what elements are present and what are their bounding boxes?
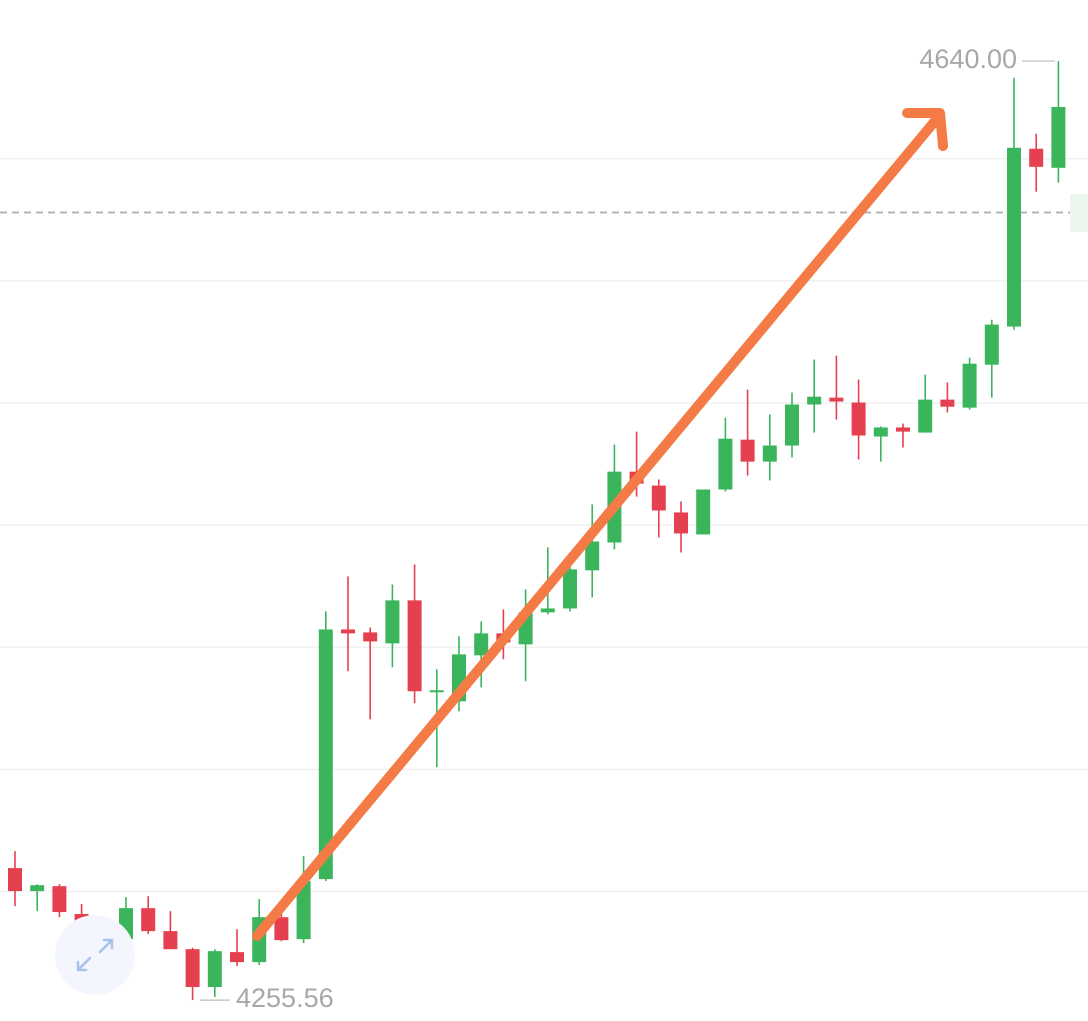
- candle-body: [651, 485, 666, 511]
- candle-body: [1007, 147, 1021, 327]
- candle-body: [207, 951, 222, 988]
- candle-body: [385, 600, 400, 644]
- candle-body: [141, 908, 156, 932]
- candle-body: [918, 399, 933, 433]
- arrow-head: [902, 108, 948, 151]
- candle-body: [762, 445, 777, 462]
- zoom-button-bg: [55, 915, 135, 995]
- candle-body: [851, 402, 866, 436]
- candle-body: [296, 881, 311, 940]
- candle-body: [984, 324, 999, 365]
- candle-body: [363, 632, 378, 642]
- labels: 4640.00 4255.56: [200, 44, 1055, 1013]
- candle-body: [829, 397, 844, 402]
- zoom-icon: [76, 938, 114, 972]
- candle-body: [163, 931, 178, 950]
- grid: [0, 158, 1088, 893]
- candle-body: [540, 608, 555, 613]
- candle-body: [696, 489, 711, 535]
- candle-body: [873, 427, 888, 437]
- candle-body: [940, 399, 955, 407]
- candle-body: [30, 885, 45, 892]
- price-tag: [1070, 194, 1088, 232]
- candle-body: [407, 600, 422, 692]
- min-label: 4255.56: [236, 983, 334, 1013]
- candle-body: [185, 949, 200, 988]
- candle-body: [674, 512, 688, 534]
- candle-body: [1051, 106, 1066, 168]
- candle-body: [563, 569, 577, 609]
- candle-body: [318, 629, 333, 880]
- arrow-shaft: [252, 110, 945, 941]
- candle-body: [341, 629, 355, 634]
- candle-body: [230, 952, 244, 963]
- candle-body: [52, 886, 67, 913]
- candle-body: [474, 633, 489, 656]
- candle-body: [807, 396, 822, 405]
- candle-body: [585, 541, 600, 571]
- trend-arrow: [252, 108, 948, 941]
- candle-body: [718, 438, 733, 490]
- candle-body: [896, 427, 910, 432]
- candle-body: [962, 363, 977, 408]
- candle-body: [1029, 148, 1044, 167]
- candle-body: [429, 690, 444, 693]
- candle-body: [8, 868, 22, 892]
- candle-body: [740, 439, 755, 462]
- max-label: 4640.00: [919, 44, 1017, 74]
- candle-body: [785, 404, 799, 446]
- candles: [8, 61, 1066, 1001]
- zoom-button[interactable]: [55, 915, 135, 995]
- candle-body: [274, 917, 289, 941]
